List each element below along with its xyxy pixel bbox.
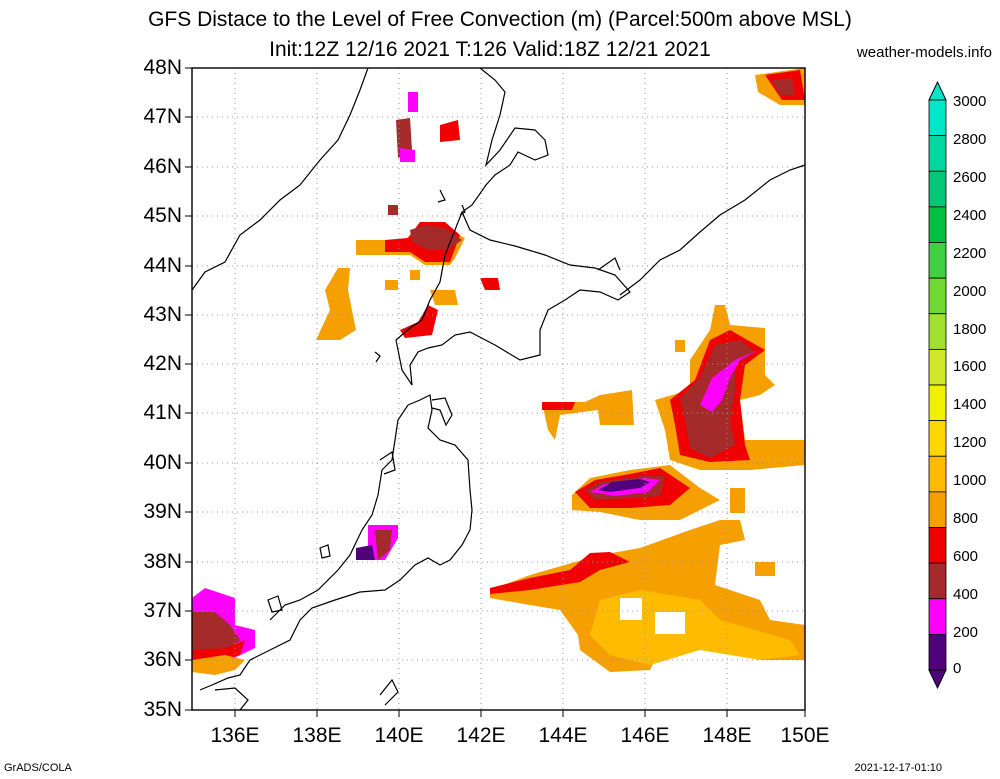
- gridlines: [192, 68, 805, 710]
- colorbar-swatch: [928, 633, 947, 671]
- field-central-purple: [598, 479, 650, 492]
- map-title: GFS Distace to the Level of Free Convect…: [148, 8, 852, 31]
- field-45n-brown: [388, 205, 398, 215]
- lon-label: 142E: [456, 724, 506, 747]
- lon-label: 136E: [210, 724, 260, 747]
- colorbar-arrow-bottom: [928, 669, 947, 690]
- field-41n-orange: [542, 390, 634, 440]
- field-w43-orange2: [385, 280, 398, 290]
- lon-label: 144E: [538, 724, 588, 747]
- field-w43-orange: [316, 268, 356, 340]
- field-east-magenta: [700, 350, 758, 412]
- field-46n-red: [440, 120, 460, 142]
- field-sw-red: [192, 640, 245, 662]
- colorbar-swatch: [928, 527, 947, 564]
- colorbar-label: 0: [953, 660, 962, 677]
- footer-left: GrADS/COLA: [4, 762, 72, 774]
- field-w43-orange3: [410, 270, 420, 280]
- field-47n-magenta: [400, 148, 415, 162]
- field-41n-red: [542, 402, 575, 410]
- colorbar-label: 1600: [953, 358, 987, 375]
- tick-marks: [185, 67, 806, 717]
- colorbar-swatch: [928, 562, 947, 600]
- field-spot: [675, 340, 685, 352]
- colorbar-label: 200: [953, 624, 979, 641]
- lat-label: 39N: [143, 500, 182, 523]
- field-sw-brown: [192, 612, 240, 652]
- lat-label: 38N: [143, 550, 182, 573]
- colorbar-swatch: [928, 206, 947, 243]
- field-spot: [730, 488, 745, 513]
- lat-label: 44N: [143, 254, 182, 277]
- lat-label: 48N: [143, 56, 182, 79]
- colorbar-swatch: [928, 348, 947, 386]
- lat-label: 35N: [143, 698, 182, 721]
- lon-label: 140E: [374, 724, 424, 747]
- lat-label: 40N: [143, 451, 182, 474]
- footer-right: 2021-12-17-01:10: [854, 762, 942, 774]
- field-48n-magenta: [408, 92, 418, 112]
- colorbar-label: 2200: [953, 245, 987, 262]
- site-label: weather-models.info: [856, 44, 992, 61]
- colorbar-label: 1000: [953, 472, 987, 489]
- colorbar-label: 1800: [953, 321, 987, 338]
- map-subtitle: Init:12Z 12/16 2021 T:126 Valid:18Z 12/2…: [269, 38, 711, 61]
- field-hole: [620, 598, 642, 620]
- colorbar-label: 2400: [953, 207, 987, 224]
- field-south-red: [490, 552, 630, 594]
- colorbar-swatch: [928, 135, 947, 172]
- colorbar-swatch: [928, 99, 947, 137]
- colorbar-label: 1400: [953, 396, 987, 413]
- colorbar-swatch: [928, 598, 947, 635]
- colorbar-label: 800: [953, 510, 979, 527]
- colorbar-label: 1200: [953, 434, 987, 451]
- colorbar-swatch: [928, 170, 947, 208]
- colorbar-swatch: [928, 455, 947, 493]
- plot-frame: [191, 67, 806, 711]
- lon-label: 138E: [292, 724, 342, 747]
- colorbar-swatch: [928, 384, 947, 422]
- lon-label: 150E: [780, 724, 830, 747]
- lon-label: 146E: [620, 724, 670, 747]
- field-38n-purple: [356, 545, 375, 560]
- field-south-yellow: [590, 590, 800, 665]
- colorbar-swatch: [928, 242, 947, 279]
- lat-label: 36N: [143, 648, 182, 671]
- colorbar-swatch: [928, 491, 947, 528]
- lat-label: 42N: [143, 352, 182, 375]
- field-sw-orange: [192, 655, 245, 675]
- colorbar-label: 400: [953, 586, 979, 603]
- lat-label: 37N: [143, 599, 182, 622]
- colorbar-arrow-top: [928, 80, 947, 101]
- field-43n-orange: [430, 290, 458, 305]
- colorbar-label: 2600: [953, 169, 987, 186]
- colorbar-label: 600: [953, 548, 979, 565]
- lat-label: 43N: [143, 303, 182, 326]
- field-ne-brown: [772, 78, 795, 95]
- lon-label: 148E: [702, 724, 752, 747]
- colorbar-label: 2800: [953, 131, 987, 148]
- colorbar-swatch: [928, 420, 947, 457]
- lat-label: 46N: [143, 155, 182, 178]
- colorbar: [928, 80, 947, 690]
- colorbar-label: 2000: [953, 283, 987, 300]
- colorbar-swatch: [928, 313, 947, 350]
- field-44n-red: [480, 278, 500, 290]
- lat-label: 41N: [143, 401, 182, 424]
- field-spot: [755, 562, 775, 576]
- field-layer: [192, 68, 805, 675]
- field-hole: [655, 612, 685, 634]
- colorbar-swatch: [928, 277, 947, 315]
- lat-label: 47N: [143, 105, 182, 128]
- field-38n-brown: [375, 530, 392, 560]
- colorbar-label: 3000: [953, 93, 987, 110]
- coastlines: [191, 67, 806, 711]
- lat-label: 45N: [143, 204, 182, 227]
